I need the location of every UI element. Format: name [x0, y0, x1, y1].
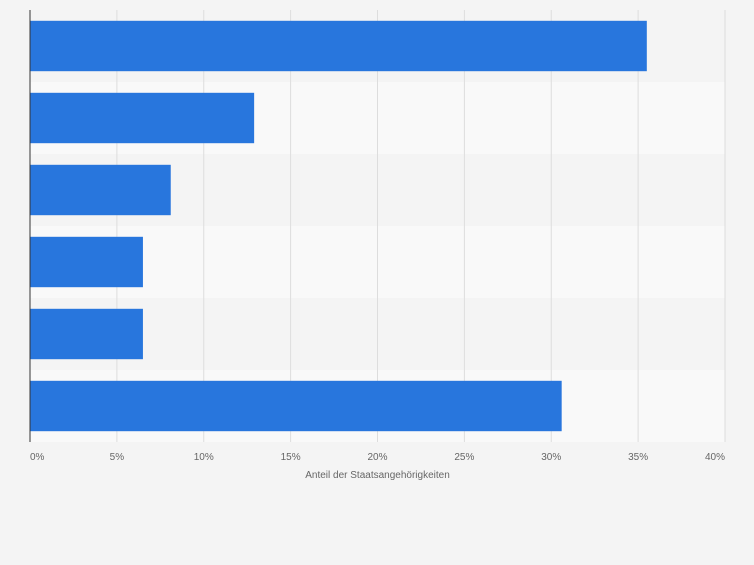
bar[interactable] — [30, 380, 562, 432]
gridlines — [116, 10, 726, 442]
x-axis-title: Anteil der Staatsangehörigkeiten — [305, 470, 450, 481]
x-tick-label: 40% — [705, 452, 725, 463]
bar[interactable] — [30, 236, 143, 288]
x-tick-labels: 0% 5% 10% 15% 20% 25% 30% 35% 40% — [30, 452, 725, 463]
x-tick-label: 5% — [110, 452, 125, 463]
x-tick-label: 30% — [541, 452, 561, 463]
x-tick-label: 0% — [30, 452, 45, 463]
bar[interactable] — [30, 308, 143, 360]
bar[interactable] — [30, 20, 647, 72]
x-tick-label: 20% — [367, 452, 387, 463]
bar[interactable] — [30, 92, 255, 144]
x-tick-label: 35% — [628, 452, 648, 463]
bars — [30, 20, 647, 432]
bar[interactable] — [30, 164, 171, 216]
x-tick-label: 15% — [281, 452, 301, 463]
x-tick-label: 25% — [454, 452, 474, 463]
x-tick-label: 10% — [194, 452, 214, 463]
